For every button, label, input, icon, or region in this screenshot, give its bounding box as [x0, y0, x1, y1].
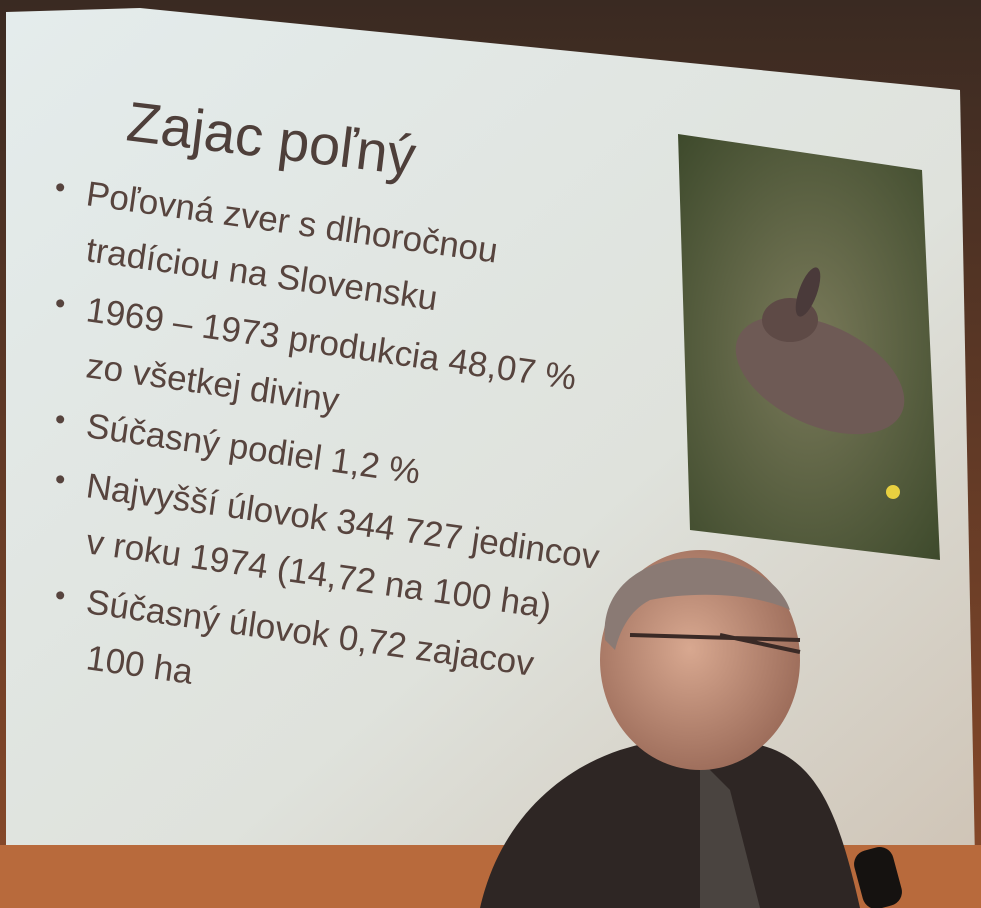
- page: Zajac poľný Poľovná zver s dlhoročnoutra…: [0, 0, 981, 908]
- photo: Zajac poľný Poľovná zver s dlhoročnoutra…: [0, 0, 981, 908]
- hare-photo: [678, 134, 940, 560]
